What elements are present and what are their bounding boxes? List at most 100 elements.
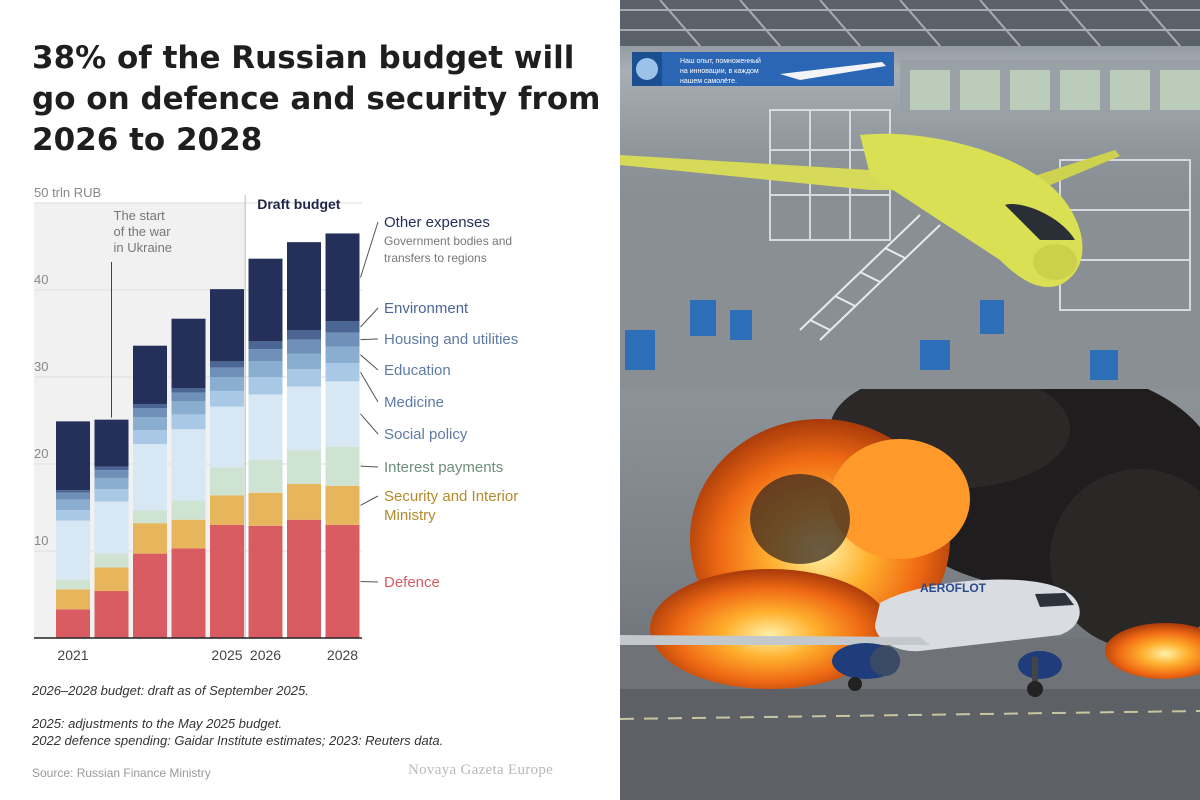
bar-segment-defence-2023	[133, 553, 167, 638]
bar-segment-education-2023	[133, 417, 167, 431]
bar-segment-security-and-interior-ministry-2025	[210, 495, 244, 525]
bar-segment-social-policy-2027	[287, 386, 321, 451]
bar-segment-social-policy-2025	[210, 406, 244, 468]
legend-label-environment: Environment	[384, 300, 469, 317]
bar-segment-defence-2026	[248, 525, 283, 638]
legend-connector-environment	[360, 307, 379, 328]
legend-label-defence: Defence	[384, 574, 440, 591]
bar-segment-security-and-interior-ministry-2021	[56, 589, 90, 610]
legend-connector-social-policy	[360, 413, 379, 435]
bar-segment-education-2027	[287, 353, 321, 370]
legend-connector-other-expenses	[360, 221, 379, 278]
source-credit: Source: Russian Finance Ministry	[32, 766, 211, 780]
bar-segment-interest-payments-2028	[325, 446, 360, 486]
bar-segment-education-2022	[94, 477, 129, 490]
bar-segment-environment-2024	[171, 388, 206, 393]
bar-segment-other-expenses-2024	[171, 318, 206, 389]
legend-connector-medicine	[360, 371, 379, 403]
chart-panel: 38% of the Russian budget will go on def…	[32, 40, 601, 780]
bar-segment-security-and-interior-ministry-2028	[325, 485, 360, 525]
legend-label-education: Education	[384, 362, 451, 379]
bar-segment-housing-and-utilities-2023	[133, 408, 167, 418]
bar-segment-other-expenses-2027	[287, 242, 321, 331]
chart-title: 38% of the Russian budget will go on def…	[32, 40, 601, 158]
war-annotation-text: The start	[114, 208, 166, 223]
bar-segment-medicine-2021	[56, 510, 90, 521]
bar-segment-other-expenses-2028	[325, 233, 360, 322]
legend-connector-housing-and-utilities	[360, 338, 379, 341]
note-defence-estimates: 2022 defence spending: Gaidar Institute …	[32, 733, 444, 748]
legend-connector-security-and-interior-ministry	[360, 495, 379, 506]
bar-segment-other-expenses-2023	[133, 345, 167, 404]
bar-segment-social-policy-2023	[133, 443, 167, 511]
bar-segment-other-expenses-2026	[248, 258, 283, 342]
y-axis-label: 50 trln RUB	[34, 185, 101, 200]
bar-segment-interest-payments-2023	[133, 510, 167, 524]
bar-segment-environment-2026	[248, 341, 283, 350]
legend-connector-defence	[360, 580, 379, 583]
legend-label-medicine: Medicine	[384, 394, 444, 411]
bar-segment-housing-and-utilities-2028	[325, 332, 360, 347]
bar-segment-defence-2027	[287, 519, 321, 638]
bar-segment-other-expenses-2021	[56, 421, 90, 491]
bar-segment-other-expenses-2022	[94, 419, 129, 467]
bar-segment-interest-payments-2026	[248, 459, 283, 493]
bar-segment-interest-payments-2024	[171, 500, 206, 520]
bar-segment-interest-payments-2022	[94, 553, 129, 568]
x-tick-label-2021: 2021	[57, 647, 88, 663]
x-tick-label-2025: 2025	[211, 647, 242, 663]
bar-segment-education-2021	[56, 499, 90, 511]
bar-segment-housing-and-utilities-2027	[287, 339, 321, 354]
bar-segment-housing-and-utilities-2021	[56, 492, 90, 500]
legend-label-security-and-interior-ministry: Security and Interior	[384, 488, 518, 505]
bar-segment-medicine-2026	[248, 377, 283, 395]
bar-segment-social-policy-2022	[94, 501, 129, 554]
aircraft-assembly-hangar-photo: Наш опыт, помноженный на инновации, в ка…	[620, 0, 1200, 389]
war-annotation-text: in Ukraine	[114, 240, 173, 255]
bar-segment-medicine-2022	[94, 489, 129, 502]
bar-segment-environment-2025	[210, 361, 244, 368]
note-draft-budget: 2026–2028 budget: draft as of September …	[32, 683, 309, 698]
legend-sublabel-line2: transfers to regions	[384, 251, 487, 265]
bar-segment-security-and-interior-ministry-2026	[248, 492, 283, 526]
legend-connector-interest-payments	[360, 465, 379, 468]
svg-text:на инновации, в каждом: на инновации, в каждом	[680, 68, 759, 75]
bar-segment-interest-payments-2025	[210, 467, 244, 496]
legend-label-interest-payments: Interest payments	[384, 459, 503, 476]
bar-segment-housing-and-utilities-2025	[210, 367, 244, 377]
bar-segment-interest-payments-2027	[287, 450, 321, 485]
bar-segment-defence-2024	[171, 548, 206, 638]
y-tick-label: 30	[34, 359, 48, 374]
note-adjustments: 2025: adjustments to the May 2025 budget…	[32, 716, 283, 731]
x-tick-label-2026: 2026	[250, 647, 281, 663]
svg-text:Наш опыт, помноженный: Наш опыт, помноженный	[680, 57, 761, 65]
bar-segment-defence-2028	[325, 524, 360, 638]
svg-text:нашем самолёте.: нашем самолёте.	[680, 78, 737, 85]
bar-segment-education-2024	[171, 401, 206, 415]
x-tick-label-2028: 2028	[327, 647, 358, 663]
bar-segment-housing-and-utilities-2024	[171, 392, 206, 402]
bar-segment-medicine-2028	[325, 363, 360, 382]
y-tick-label: 20	[34, 446, 48, 461]
bar-segment-security-and-interior-ministry-2023	[133, 523, 167, 554]
bar-segment-other-expenses-2025	[210, 289, 244, 362]
legend-label-housing-and-utilities: Housing and utilities	[384, 331, 518, 348]
bar-segment-medicine-2024	[171, 414, 206, 430]
bar-segment-medicine-2027	[287, 369, 321, 387]
bar-segment-social-policy-2021	[56, 520, 90, 580]
bar-segment-education-2025	[210, 377, 244, 391]
bar-segment-social-policy-2024	[171, 429, 206, 501]
bar-segment-housing-and-utilities-2022	[94, 470, 129, 478]
publisher-logo: Novaya Gazeta Europe	[408, 762, 554, 778]
bar-segment-medicine-2025	[210, 390, 244, 407]
bar-segment-defence-2022	[94, 591, 129, 638]
bar-segment-social-policy-2028	[325, 381, 360, 447]
legend-connector-education	[360, 354, 379, 371]
bar-segment-security-and-interior-ministry-2024	[171, 519, 206, 549]
y-tick-label: 10	[34, 533, 48, 548]
legend-label-social-policy: Social policy	[384, 426, 468, 443]
bar-segment-defence-2021	[56, 609, 90, 638]
airline-livery-text: AEROFLOT	[920, 581, 987, 595]
bar-segment-education-2028	[325, 346, 360, 364]
bar-segment-environment-2021	[56, 490, 90, 493]
